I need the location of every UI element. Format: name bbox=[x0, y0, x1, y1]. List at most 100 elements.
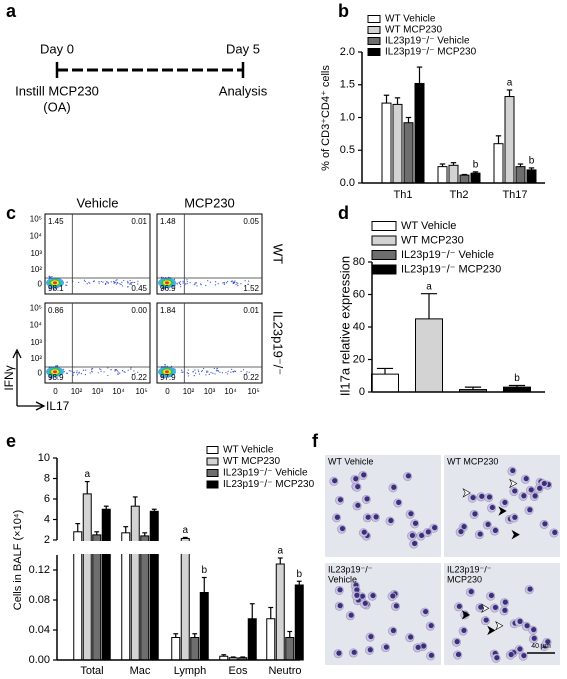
event-dot bbox=[130, 282, 132, 284]
y-tick-label: 10³ bbox=[30, 338, 42, 347]
event-dot bbox=[110, 369, 112, 371]
nucleus bbox=[517, 646, 523, 652]
event-dot bbox=[117, 373, 119, 375]
event-dot bbox=[78, 371, 80, 373]
nucleus bbox=[368, 633, 374, 640]
significance-label: b bbox=[473, 160, 479, 171]
significance-label: b bbox=[529, 156, 535, 167]
nucleus bbox=[461, 627, 467, 634]
y-tick-label: 80 bbox=[353, 256, 365, 268]
event-dot bbox=[110, 281, 112, 283]
nucleus bbox=[353, 476, 359, 482]
event-dot bbox=[236, 282, 238, 284]
nucleus bbox=[537, 485, 543, 491]
event-dot bbox=[186, 283, 188, 285]
y-tick-label: 0.12 bbox=[29, 564, 50, 576]
event-dot bbox=[240, 370, 242, 372]
event-dot bbox=[234, 370, 236, 372]
event-dot bbox=[244, 280, 246, 282]
error-bar bbox=[464, 386, 482, 390]
bar bbox=[266, 618, 276, 661]
nucleus bbox=[456, 603, 462, 609]
event-dot bbox=[129, 282, 131, 284]
event-dot bbox=[195, 372, 197, 374]
event-dot bbox=[176, 282, 178, 284]
bar bbox=[371, 373, 399, 393]
nucleus bbox=[419, 532, 425, 539]
nucleus bbox=[337, 497, 344, 503]
y-tick-label: 10⁴ bbox=[30, 321, 43, 330]
x-axis-label: IL17 bbox=[46, 399, 70, 413]
nucleus bbox=[354, 587, 360, 593]
event-dot bbox=[82, 369, 85, 371]
event-dot bbox=[78, 281, 80, 284]
row-header: IL23p19⁻/⁻ bbox=[271, 311, 286, 375]
event-dot bbox=[161, 376, 163, 378]
column-header: Vehicle bbox=[77, 195, 119, 210]
bar bbox=[415, 318, 443, 393]
significance-label: a bbox=[277, 546, 283, 557]
event-dot bbox=[66, 281, 68, 283]
column-header: MCP230 bbox=[184, 195, 235, 210]
panel-label: d bbox=[338, 203, 349, 223]
arrowhead bbox=[511, 529, 520, 540]
event-dot bbox=[50, 376, 52, 379]
event-dot bbox=[137, 280, 139, 282]
arrowhead bbox=[487, 625, 496, 636]
x-tick-label: 10³ bbox=[92, 387, 104, 396]
error-bar bbox=[94, 531, 100, 535]
event-dot bbox=[63, 368, 65, 370]
y-tick-label: 40 bbox=[353, 321, 365, 333]
panel-label: e bbox=[6, 431, 16, 451]
nucleus bbox=[348, 612, 354, 618]
event-dot bbox=[50, 276, 52, 278]
event-dot bbox=[114, 370, 116, 372]
event-dot bbox=[66, 284, 68, 286]
event-dot bbox=[123, 370, 125, 373]
bar bbox=[180, 537, 190, 661]
event-dot bbox=[100, 368, 102, 371]
event-dot bbox=[127, 286, 129, 288]
event-dot bbox=[88, 281, 90, 283]
quadrant-percent: 0.45 bbox=[131, 284, 147, 293]
event-dot bbox=[184, 283, 187, 285]
event-dot bbox=[180, 286, 182, 288]
event-dot bbox=[127, 369, 129, 371]
nucleus bbox=[355, 502, 361, 508]
error-bar bbox=[296, 580, 302, 585]
nucleus bbox=[428, 652, 435, 658]
event-dot bbox=[98, 280, 100, 283]
quadrant-percent: 1.45 bbox=[48, 217, 64, 226]
event-dot bbox=[50, 378, 52, 380]
nucleus bbox=[524, 623, 530, 629]
error-bar bbox=[287, 630, 293, 638]
bar bbox=[149, 510, 159, 661]
event-dot bbox=[91, 370, 93, 372]
nucleus bbox=[492, 527, 499, 534]
legend-swatch bbox=[206, 480, 219, 489]
nucleus bbox=[432, 525, 438, 531]
error-bar bbox=[383, 94, 390, 104]
bar bbox=[437, 166, 448, 184]
event-dot bbox=[245, 373, 247, 375]
nucleus bbox=[483, 617, 489, 623]
error-bar bbox=[405, 116, 412, 123]
event-dot bbox=[120, 283, 122, 286]
bar bbox=[275, 563, 285, 661]
arrowhead bbox=[495, 620, 504, 631]
event-dot bbox=[205, 284, 207, 287]
nucleus bbox=[370, 592, 376, 599]
x-tick-label: 10⁴ bbox=[112, 387, 125, 396]
error-bar bbox=[132, 496, 138, 507]
legend-label: IL23p19⁻/⁻ MCP230 bbox=[223, 479, 315, 490]
quadrant-percent: 0.22 bbox=[131, 373, 147, 382]
bar bbox=[448, 164, 459, 184]
arrowhead bbox=[498, 506, 507, 516]
event-dot bbox=[103, 371, 105, 373]
bar bbox=[392, 103, 403, 184]
event-dot bbox=[123, 279, 125, 282]
micrograph-label: IL23p19⁻/⁻ bbox=[447, 564, 492, 574]
event-dot bbox=[134, 372, 136, 375]
event-dot bbox=[225, 282, 227, 284]
x-tick-label: 10² bbox=[183, 387, 195, 396]
